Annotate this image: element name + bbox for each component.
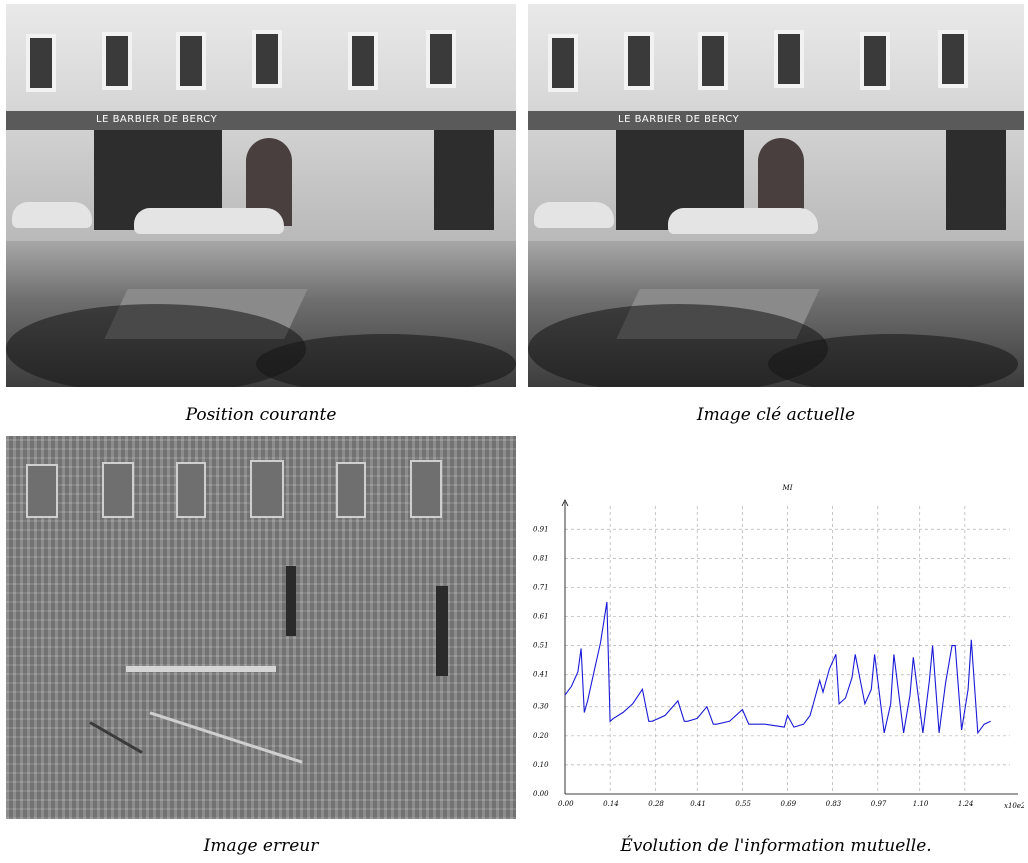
y-tick-label: 0.41 <box>533 671 549 679</box>
mi-chart-svg: MI 0.00 0.10 0.20 0.30 0.41 0.51 0.61 0.71 0.81 0.… <box>533 484 1024 810</box>
y-tick-label: 0.71 <box>533 583 549 591</box>
chart-title: MI <box>782 484 793 492</box>
x-tick-label: 0.69 <box>781 800 797 808</box>
y-tick-label: 0.00 <box>533 790 549 798</box>
y-tick-label: 0.91 <box>533 525 549 533</box>
caption-mi-evolution: Évolution de l'information mutuelle. <box>620 836 932 856</box>
x-tick-label: 0.55 <box>735 800 751 808</box>
shop-sign: LE BARBIER DE BERCY <box>96 114 218 125</box>
y-tick-label: 0.51 <box>533 642 549 650</box>
caption-error: Image erreur <box>203 836 319 856</box>
mi-chart: MI 0.00 0.10 0.20 0.30 0.41 0.51 0.61 0.71 0.81 0.… <box>528 478 1024 815</box>
shop-sign: LE BARBIER DE BERCY <box>618 114 740 125</box>
caption-keyframe: Image clé actuelle <box>696 405 856 425</box>
x-tick-label: 0.28 <box>648 800 664 808</box>
x-tick-label: 1.10 <box>913 800 929 808</box>
caption-current-position: Position courante <box>185 405 337 425</box>
y-tick-label: 0.81 <box>533 554 549 562</box>
x-tick-label: 1.24 <box>958 800 974 808</box>
x-tick-label: 0.14 <box>603 800 619 808</box>
error-image <box>6 436 516 819</box>
keyframe-image: LE BARBIER DE BERCY <box>528 4 1024 387</box>
y-tick-label: 0.30 <box>533 703 549 711</box>
x-tick-label: 0.00 <box>558 800 574 808</box>
x-axis-unit-label: x10e2 <box>1004 802 1024 810</box>
x-tick-label: 0.41 <box>690 800 706 808</box>
y-tick-label: 0.20 <box>533 732 549 740</box>
mi-series-line <box>564 601 991 735</box>
y-tick-label: 0.10 <box>533 761 549 769</box>
y-axis-arrow <box>561 499 569 507</box>
x-tick-label: 0.83 <box>826 800 842 808</box>
y-tick-label: 0.61 <box>533 613 549 621</box>
x-tick-label: 0.97 <box>871 800 887 808</box>
current-position-image: LE BARBIER DE BERCY <box>6 4 516 387</box>
